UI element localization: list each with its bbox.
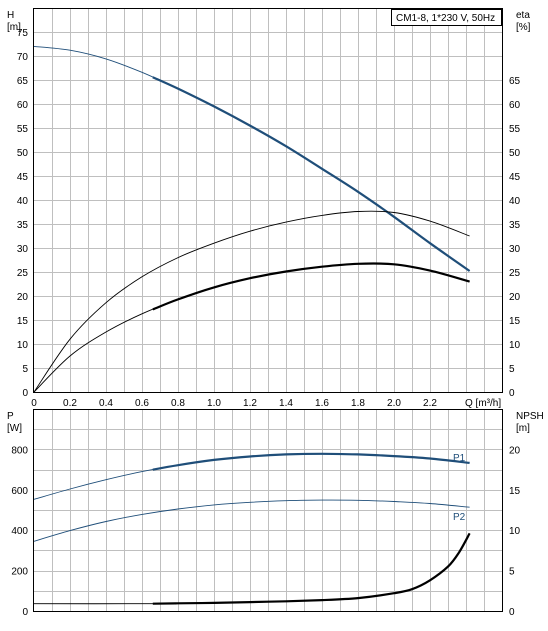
h-tick-label: 30 [17, 244, 29, 255]
p1-series-label: P1 [453, 453, 466, 464]
efficiency-curve-1-line [33, 210, 470, 393]
p-tick-label: 400 [11, 526, 28, 537]
npsh-tick-label: 20 [509, 445, 521, 456]
q-tick-label: 0.8 [171, 398, 185, 409]
bottom-plot-frame [33, 409, 503, 612]
h-axis-title-line2: [m] [7, 22, 21, 33]
h-tick-label: 65 [17, 76, 29, 87]
npsh-curve-line [33, 533, 470, 605]
npsh-axis-title-line1: NPSH [516, 411, 544, 422]
eta-tick-label: 30 [509, 244, 521, 255]
eta-tick-label: 45 [509, 172, 521, 183]
p2-series-label: P2 [453, 512, 466, 523]
p-axis-title-line2: [W] [7, 423, 22, 434]
top-grid [34, 8, 502, 392]
eta-axis-title-line1: eta [516, 10, 530, 21]
h-axis-title-line1: H [7, 10, 14, 21]
h-tick-label: 70 [17, 52, 29, 63]
top-series [33, 45, 471, 393]
eta-axis-title-line2: [%] [516, 22, 531, 33]
h-tick-label: 45 [17, 172, 29, 183]
h-tick-label: 0 [22, 388, 28, 399]
eta-tick-label: 0 [509, 388, 515, 399]
q-tick-label: 2.2 [423, 398, 437, 409]
npsh-tick-label: 15 [509, 486, 521, 497]
eta-tick-label: 65 [509, 76, 521, 87]
p1-curve-line [33, 453, 470, 500]
h-tick-label: 60 [17, 100, 29, 111]
h-tick-label: 15 [17, 316, 29, 327]
p-tick-label: 800 [11, 445, 28, 456]
npsh-tick-label: 10 [509, 526, 521, 537]
h-tick-label: 75 [17, 28, 29, 39]
h-tick-label: 35 [17, 220, 29, 231]
q-tick-label: 2.0 [387, 398, 401, 409]
efficiency-curve-2-operating-range [152, 262, 470, 311]
eta-tick-label: 40 [509, 196, 521, 207]
npsh-tick-label: 0 [509, 607, 515, 618]
h-tick-label: 55 [17, 124, 29, 135]
npsh-curve-operating-range [152, 532, 471, 605]
chart-title-box: CM1-8, 1*230 V, 50Hz [391, 9, 502, 26]
top-plot-frame [33, 8, 503, 393]
npsh-axis-title-line2: [m] [516, 423, 530, 434]
q-tick-label: 0.2 [63, 398, 77, 409]
h-tick-label: 50 [17, 148, 29, 159]
npsh-tick-label: 5 [509, 567, 515, 578]
p-tick-label: 200 [11, 567, 28, 578]
h-tick-label: 40 [17, 196, 29, 207]
h-tick-label: 25 [17, 268, 29, 279]
p2-curve-line [33, 499, 470, 542]
head-curve-operating-range [152, 76, 471, 272]
h-tick-label: 20 [17, 292, 29, 303]
p-axis-title-line1: P [7, 411, 14, 422]
q-tick-label: 0 [31, 398, 37, 409]
q-tick-label: 1.0 [207, 398, 221, 409]
eta-tick-label: 25 [509, 268, 521, 279]
eta-tick-label: 10 [509, 340, 521, 351]
q-tick-label: 1.6 [315, 398, 329, 409]
q-axis-title: Q [m³/h] [465, 398, 501, 409]
q-tick-label: 0.4 [99, 398, 113, 409]
h-tick-label: 10 [17, 340, 29, 351]
efficiency-curve-2-line [33, 263, 470, 393]
eta-tick-label: 5 [509, 364, 515, 375]
q-tick-label: 1.8 [351, 398, 365, 409]
eta-tick-label: 60 [509, 100, 521, 111]
chart-title: CM1-8, 1*230 V, 50Hz [396, 13, 495, 24]
p1-curve-operating-range [152, 452, 470, 471]
bottom-grid [34, 409, 502, 611]
eta-tick-label: 15 [509, 316, 521, 327]
eta-tick-label: 50 [509, 148, 521, 159]
p-tick-label: 0 [22, 607, 28, 618]
bottom-tick-labels: 0 200 400 600 800 0 5 10 15 20 [11, 445, 520, 618]
q-tick-label: 1.4 [279, 398, 293, 409]
top-tick-labels: 0 5 10 15 20 25 30 35 40 45 50 55 60 65 70 75 0 5 10 15 20 25… [17, 28, 521, 409]
h-tick-label: 5 [22, 364, 28, 375]
eta-tick-label: 35 [509, 220, 521, 231]
eta-tick-label: 55 [509, 124, 521, 135]
q-tick-label: 0.6 [135, 398, 149, 409]
p-tick-label: 600 [11, 486, 28, 497]
eta-tick-label: 20 [509, 292, 521, 303]
bottom-series [33, 452, 471, 605]
q-tick-label: 1.2 [243, 398, 257, 409]
